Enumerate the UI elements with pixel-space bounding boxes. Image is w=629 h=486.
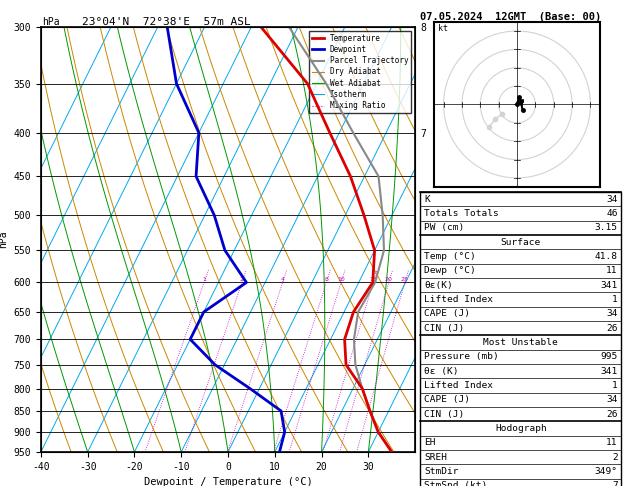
Text: 7: 7 [612,481,618,486]
Text: kt: kt [438,24,448,33]
Text: 349°: 349° [594,467,618,476]
Text: 1: 1 [612,295,618,304]
Text: EH: EH [424,438,435,448]
Text: 3.15: 3.15 [594,223,618,232]
Text: CAPE (J): CAPE (J) [424,309,470,318]
Text: 16: 16 [369,278,377,282]
Text: 34: 34 [606,309,618,318]
Text: 26: 26 [606,324,618,333]
Text: 2: 2 [612,452,618,462]
Text: Totals Totals: Totals Totals [424,209,499,218]
Text: Surface: Surface [501,238,541,247]
Text: 34: 34 [606,395,618,404]
Text: Most Unstable: Most Unstable [484,338,558,347]
Text: 341: 341 [601,280,618,290]
Text: Temp (°C): Temp (°C) [424,252,476,261]
Text: SREH: SREH [424,452,447,462]
Text: CAPE (J): CAPE (J) [424,395,470,404]
Y-axis label: km
ASL: km ASL [437,239,454,261]
Text: 4: 4 [281,278,285,282]
Text: 25: 25 [401,278,409,282]
Text: 26: 26 [606,410,618,419]
Text: hPa: hPa [42,17,60,27]
Text: Lifted Index: Lifted Index [424,381,493,390]
Text: StmSpd (kt): StmSpd (kt) [424,481,487,486]
Text: Dewp (°C): Dewp (°C) [424,266,476,276]
X-axis label: Dewpoint / Temperature (°C): Dewpoint / Temperature (°C) [143,477,313,486]
Text: 23°04'N  72°38'E  57m ASL: 23°04'N 72°38'E 57m ASL [82,17,250,27]
Text: CIN (J): CIN (J) [424,324,464,333]
Text: θε (K): θε (K) [424,366,459,376]
Text: 10: 10 [337,278,345,282]
Text: 34: 34 [606,194,618,204]
Text: 11: 11 [606,266,618,276]
Text: 11: 11 [606,438,618,448]
Text: 8: 8 [325,278,328,282]
Text: CIN (J): CIN (J) [424,410,464,419]
Text: θε(K): θε(K) [424,280,453,290]
Text: PW (cm): PW (cm) [424,223,464,232]
Text: 46: 46 [606,209,618,218]
Text: 07.05.2024  12GMT  (Base: 00): 07.05.2024 12GMT (Base: 00) [420,12,601,22]
Text: 1: 1 [612,381,618,390]
Text: 1: 1 [202,278,206,282]
Text: Lifted Index: Lifted Index [424,295,493,304]
Text: K: K [424,194,430,204]
Text: © weatheronline.co.uk: © weatheronline.co.uk [425,471,537,480]
Text: Pressure (mb): Pressure (mb) [424,352,499,362]
Text: 341: 341 [601,366,618,376]
Text: 41.8: 41.8 [594,252,618,261]
Y-axis label: hPa: hPa [0,230,8,248]
Text: 20: 20 [385,278,392,282]
Legend: Temperature, Dewpoint, Parcel Trajectory, Dry Adiabat, Wet Adiabat, Isotherm, Mi: Temperature, Dewpoint, Parcel Trajectory… [309,31,411,113]
Text: StmDir: StmDir [424,467,459,476]
Text: 995: 995 [601,352,618,362]
Text: 2: 2 [240,278,244,282]
Text: Hodograph: Hodograph [495,424,547,433]
